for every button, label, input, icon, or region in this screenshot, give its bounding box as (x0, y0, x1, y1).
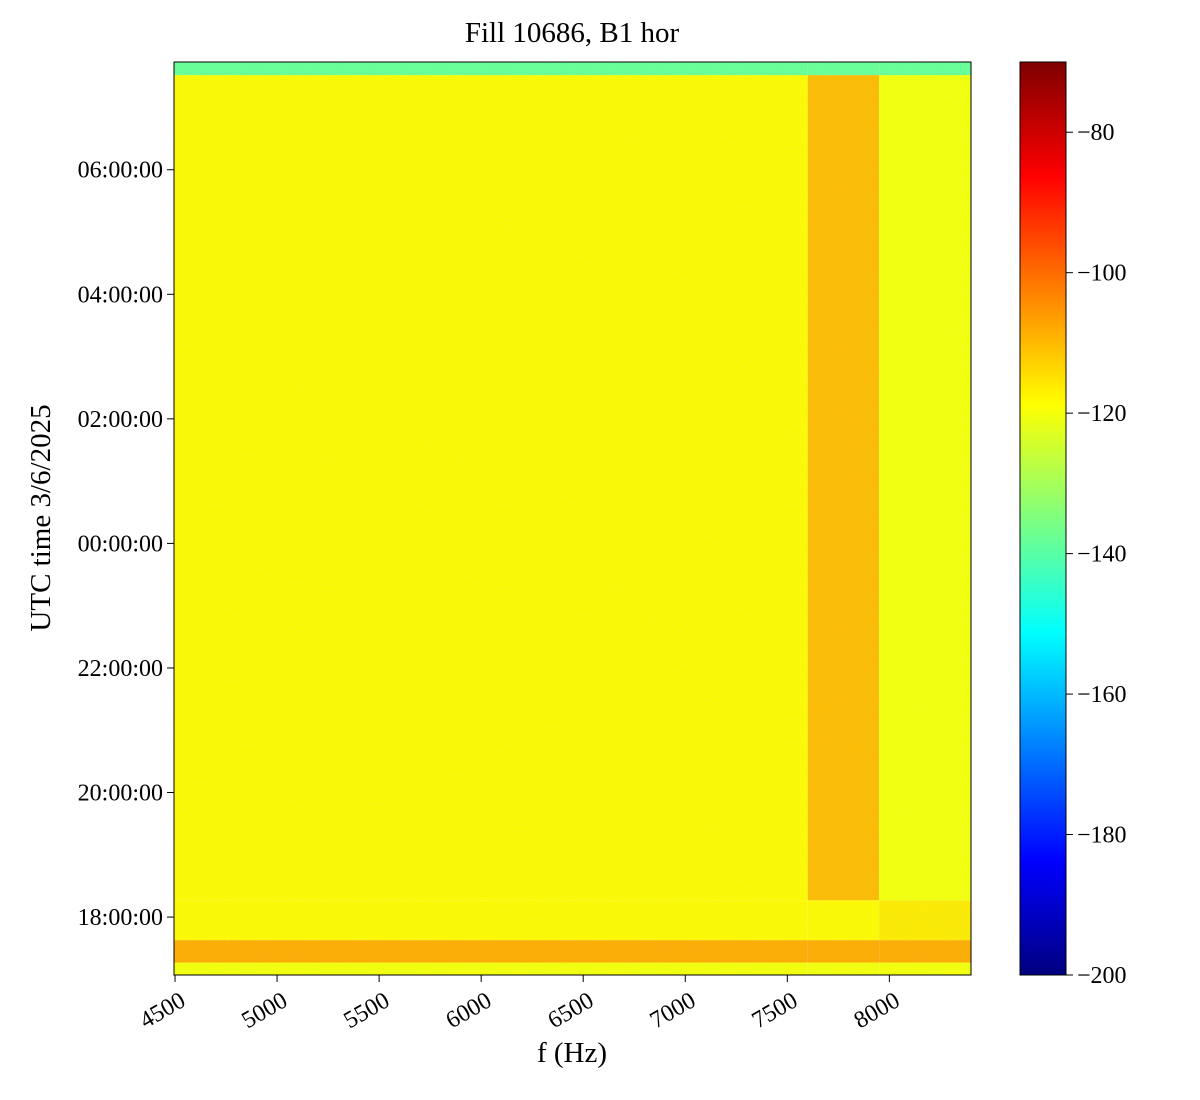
y-tick-label: 06:00:00 (78, 158, 163, 184)
x-tick-label: 8000 (850, 988, 905, 1035)
x-tick-label: 4500 (135, 988, 190, 1035)
x-tick-label: 6000 (442, 988, 497, 1035)
colorbar-tick-label: −200 (1077, 963, 1127, 989)
x-tick-label: 5000 (237, 988, 292, 1035)
colorbar-tick-label: −120 (1077, 401, 1127, 427)
plot-frame (173, 61, 972, 976)
x-axis-label: f (Hz) (537, 1037, 607, 1069)
colorbar-tick-label: −160 (1077, 682, 1127, 708)
y-tick-label: 00:00:00 (78, 531, 163, 557)
colorbar-tick-label: −100 (1077, 261, 1127, 287)
colorbar-tick-label: −140 (1077, 542, 1127, 568)
colorbar-tick-label: −80 (1077, 120, 1115, 146)
chart-title: Fill 10686, B1 hor (465, 17, 680, 49)
y-tick-label: 02:00:00 (78, 407, 163, 433)
colorbar (1019, 61, 1067, 976)
colorbar-tick-label: −180 (1077, 823, 1127, 849)
y-tick-label: 20:00:00 (78, 781, 163, 807)
x-tick-label: 5500 (340, 988, 395, 1035)
x-tick-label: 7000 (646, 988, 701, 1035)
y-tick-label: 22:00:00 (78, 656, 163, 682)
x-tick-label: 6500 (544, 988, 599, 1035)
x-tick-label: 7500 (748, 988, 803, 1035)
y-tick-label: 18:00:00 (78, 905, 163, 931)
y-tick-label: 04:00:00 (78, 282, 163, 308)
noise-texture (174, 62, 971, 975)
y-axis-label: UTC time 3/6/2025 (25, 404, 57, 631)
